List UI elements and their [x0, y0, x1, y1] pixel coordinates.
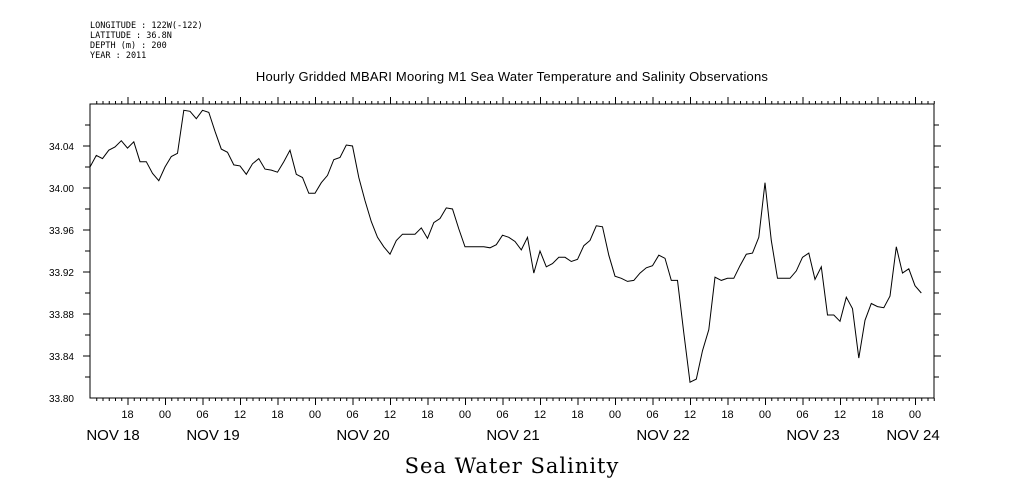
x-hour-label: 18 — [271, 409, 283, 421]
meta-year: YEAR : 2011 — [90, 51, 147, 61]
x-hour-label: 18 — [121, 409, 133, 421]
x-hour-label: 00 — [759, 409, 771, 421]
salinity-line-series — [89, 109, 922, 383]
x-hour-label: 12 — [684, 409, 696, 421]
x-hour-label: 06 — [346, 409, 358, 421]
x-hour-label: 18 — [421, 409, 433, 421]
x-hour-label: 12 — [234, 409, 246, 421]
y-tick-label: 33.80 — [49, 394, 74, 405]
x-day-label: NOV 19 — [186, 427, 239, 444]
x-axis-label: Sea Water Salinity — [404, 454, 620, 478]
y-tick-label: 33.84 — [49, 352, 74, 363]
x-hour-label: 18 — [871, 409, 883, 421]
x-hour-label: 06 — [496, 409, 508, 421]
x-day-label: NOV 20 — [336, 427, 389, 444]
x-hour-label: 06 — [196, 409, 208, 421]
x-hour-label: 12 — [834, 409, 846, 421]
x-hour-label: 00 — [159, 409, 171, 421]
x-hour-label: 06 — [796, 409, 808, 421]
x-hour-label: 00 — [609, 409, 621, 421]
x-hour-label: 00 — [459, 409, 471, 421]
metadata-block: LONGITUDE : 122W(-122) LATITUDE : 36.8N … — [90, 21, 203, 61]
y-tick-label: 34.00 — [49, 184, 74, 195]
x-day-label: NOV 23 — [786, 427, 839, 444]
y-tick-label: 34.04 — [49, 142, 74, 153]
x-hour-label: 18 — [571, 409, 583, 421]
x-day-label: NOV 21 — [486, 427, 539, 444]
y-tick-label: 33.92 — [49, 268, 74, 279]
y-tick-label: 33.88 — [49, 310, 74, 321]
x-day-label: NOV 22 — [636, 427, 689, 444]
x-hour-label: 00 — [909, 409, 921, 421]
x-hour-label: 12 — [384, 409, 396, 421]
x-hour-label: 18 — [721, 409, 733, 421]
meta-depth: DEPTH (m) : 200 — [90, 41, 167, 51]
meta-longitude: LONGITUDE : 122W(-122) — [90, 21, 203, 31]
x-hour-label: 12 — [534, 409, 546, 421]
tick-marks — [83, 97, 941, 405]
x-day-label: NOV 18 — [86, 427, 139, 444]
axis-labels: 33.80 33.84 33.88 33.92 33.96 34.00 34.04 18 00 0… — [49, 142, 940, 444]
x-hour-label: 00 — [309, 409, 321, 421]
y-tick-label: 33.96 — [49, 226, 74, 237]
plot-frame — [89, 103, 935, 399]
series-layer — [89, 109, 922, 383]
x-day-label: NOV 24 — [886, 427, 939, 444]
chart-title: Hourly Gridded MBARI Mooring M1 Sea Wate… — [255, 69, 769, 84]
x-hour-label: 06 — [646, 409, 658, 421]
meta-latitude: LATITUDE : 36.8N — [90, 31, 172, 41]
